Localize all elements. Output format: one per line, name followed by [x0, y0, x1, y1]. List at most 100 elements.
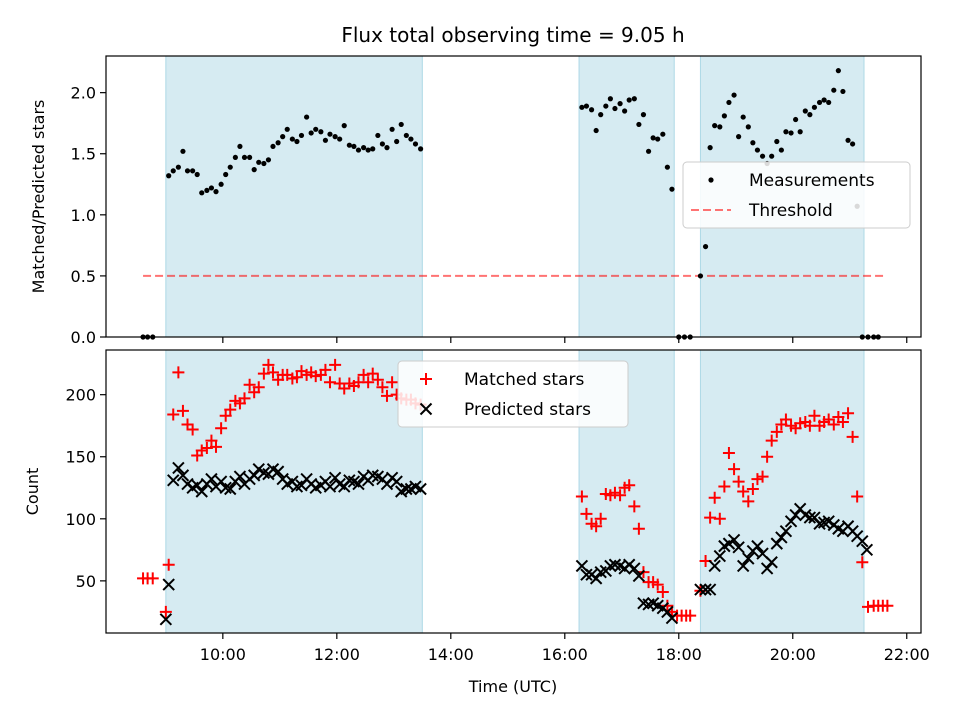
top-series-0-point-84	[717, 124, 723, 130]
bottom-series-1-point-77	[703, 583, 717, 596]
x-tick-label-0: 10:00	[200, 645, 246, 664]
top-panel: 0.0 0.5 1.0 1.5 2.0 Matched/Predicted stars Me…	[29, 55, 922, 347]
x-tick-label-2: 14:00	[428, 645, 474, 664]
top-series-0-point-8	[190, 168, 196, 174]
top-y-tick-label-3: 1.5	[71, 145, 96, 164]
top-series-0-point-36	[322, 137, 329, 143]
top-series-0-point-66	[622, 108, 628, 114]
top-series-0-point-90	[745, 124, 751, 130]
bottom-series-0-point-50	[380, 389, 393, 402]
top-series-0-point-103	[807, 112, 813, 118]
bottom-series-0-point-86	[713, 512, 726, 525]
top-series-0-point-75	[664, 164, 670, 170]
bottom-series-1-point-58	[589, 572, 603, 585]
top-shaded-interval-1	[578, 55, 675, 338]
bottom-legend-box	[397, 360, 629, 428]
top-series-0-point-74	[660, 131, 666, 137]
bottom-series-0-point-61	[590, 520, 603, 533]
bottom-legend-label-0: Matched stars	[464, 370, 584, 390]
top-series-0-point-86	[726, 99, 732, 106]
bottom-series-1-point-67	[632, 569, 646, 583]
bottom-series-0-point-31	[290, 371, 303, 384]
top-series-0-point-110	[840, 88, 846, 95]
bottom-series-0-point-89	[728, 463, 741, 476]
bottom-series-0-point-68	[623, 479, 636, 492]
bottom-series-0-point-9	[186, 423, 199, 436]
top-series-0-point-83	[712, 123, 718, 129]
bottom-series-1-point-24	[271, 465, 285, 478]
bottom-series-1-point-19	[247, 469, 261, 482]
bottom-series-1	[159, 461, 874, 626]
top-series-0-point-45	[365, 147, 371, 153]
bottom-series-0-point-14	[209, 440, 222, 453]
top-legend-box	[682, 161, 911, 229]
bottom-series-1-point-76	[699, 583, 712, 596]
x-axis-label: Time (UTC)	[468, 677, 557, 696]
bottom-series-1-point-87	[751, 539, 764, 553]
top-series-0-point-63	[607, 96, 613, 102]
top-series-0-point-53	[403, 132, 409, 139]
top-series-0-point-40	[341, 123, 347, 129]
bottom-series-0-point-5	[167, 408, 180, 421]
bottom-series-0-point-98	[770, 425, 783, 438]
bottom-series-0-point-84	[704, 511, 717, 524]
bottom-series-0-point-81	[684, 609, 697, 622]
bottom-y-tick-label-2: 150	[65, 448, 96, 467]
bottom-series-0-point-103	[794, 417, 807, 430]
bottom-series-1-point-92	[775, 531, 788, 544]
bottom-series-0-point-25	[262, 358, 275, 371]
top-series-0-point-55	[412, 141, 419, 147]
bottom-series-1-point-89	[760, 562, 774, 575]
bottom-series-0-point-70	[632, 522, 645, 535]
top-series-0-point-42	[351, 143, 357, 150]
bottom-series-0-point-112	[836, 415, 849, 428]
top-series-0-point-30	[294, 138, 300, 145]
top-series-0-point-80	[697, 273, 704, 279]
top-series-0-point-76	[669, 186, 675, 192]
top-series-0-point-109	[835, 68, 841, 74]
bottom-series-0-point-48	[371, 373, 384, 386]
bottom-series-1-point-94	[784, 515, 798, 528]
top-series-0-point-34	[313, 126, 319, 132]
bottom-series-0-point-113	[842, 407, 855, 420]
bottom-series-0-point-49	[376, 381, 389, 394]
top-series-0-point-18	[237, 143, 243, 150]
top-series-0-point-43	[355, 147, 362, 153]
top-shaded-interval-0	[165, 55, 423, 338]
top-series-0-point-98	[783, 129, 789, 135]
bottom-series-0-point-76	[661, 599, 674, 612]
bottom-series-1-point-8	[195, 485, 208, 498]
bottom-series-1-point-35	[323, 480, 337, 493]
bottom-series-1-point-83	[732, 541, 745, 554]
bottom-series-0-point-15	[215, 422, 228, 435]
bottom-series-1-point-79	[713, 549, 727, 563]
bottom-series-1-point-110	[860, 543, 874, 557]
bottom-series-0-point-90	[732, 475, 745, 488]
bottom-series-1-point-1	[162, 578, 175, 591]
bottom-series-0-point-92	[742, 495, 755, 508]
bottom-series-0-point-21	[243, 378, 256, 391]
bottom-series-0-point-117	[861, 600, 874, 613]
top-series-0-point-88	[736, 134, 742, 140]
bottom-series-0-point-95	[756, 470, 769, 483]
bottom-series-1-point-75	[694, 583, 707, 596]
top-y-tick-label-1: 0.5	[71, 267, 96, 286]
bottom-series-0-point-26	[266, 366, 279, 379]
bottom-series-1-point-66	[628, 562, 641, 575]
top-series-0-point-68	[631, 96, 637, 102]
bottom-series-0-point-93	[746, 483, 759, 496]
top-series-0-point-71	[645, 148, 652, 154]
top-series-0-point-107	[826, 99, 832, 106]
bottom-series-0-point-114	[846, 430, 859, 443]
top-axes-frame	[105, 55, 922, 338]
top-series-0-point-32	[304, 114, 310, 120]
top-series-0-point-12	[208, 185, 215, 191]
top-series-0-point-5	[175, 164, 181, 170]
top-series-0-point-52	[398, 121, 404, 128]
top-series-0-point-95	[769, 153, 775, 159]
top-series-0-point-81	[702, 243, 709, 250]
bottom-series-0-point-17	[224, 403, 237, 416]
top-series-0-point-72	[650, 135, 656, 141]
bottom-series-0	[137, 358, 894, 622]
top-series-0-point-61	[598, 112, 604, 118]
